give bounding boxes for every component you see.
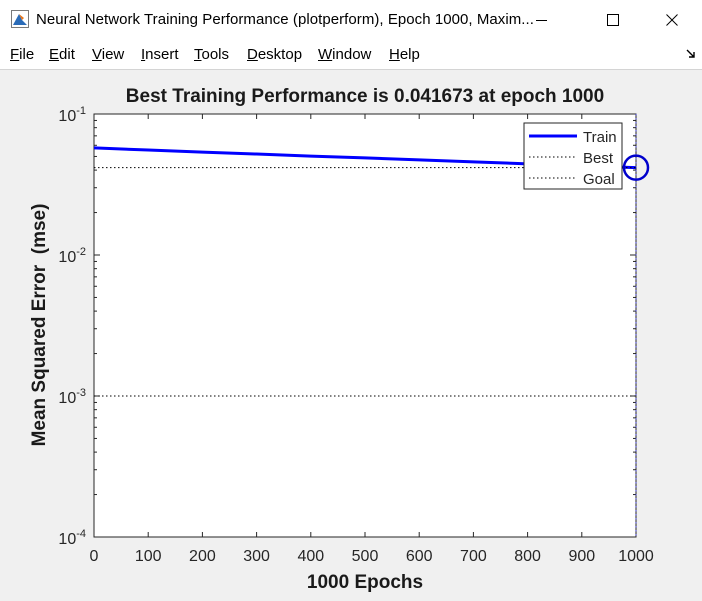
y-tick-label: 10-4 [58,528,86,548]
x-tick-label: 900 [568,548,595,565]
menu-view[interactable]: View [92,46,125,63]
menu-bar: File Edit View Insert Tools Desktop Wind… [0,40,702,70]
menu-insert[interactable]: Insert [141,46,179,63]
window-title: Neural Network Training Performance (plo… [36,11,534,28]
x-tick-label: 600 [406,548,433,565]
menu-help[interactable]: Help [389,46,420,63]
x-tick-label: 200 [189,548,216,565]
menu-file[interactable]: File [10,46,35,63]
x-tick-label: 400 [297,548,324,565]
x-tick-label: 100 [135,548,162,565]
menu-tools[interactable]: Tools [194,46,230,63]
y-tick-exponent: -3 [76,387,86,399]
x-tick-label: 500 [352,548,379,565]
y-tick-exponent: -2 [76,246,86,258]
close-icon [666,14,678,26]
legend-label: Best [583,150,614,167]
x-axis-label: 1000 Epochs [307,572,423,593]
menu-edit[interactable]: Edit [49,46,75,63]
legend-label: Goal [583,171,615,188]
dock-arrow-icon[interactable] [685,48,697,60]
performance-plot: Best Training Performance is 0.041673 at… [29,86,654,593]
menu-window[interactable]: Window [318,46,372,63]
menu-desktop[interactable]: Desktop [247,46,303,63]
y-tick-exponent: -4 [76,528,86,540]
legend-label: Train [583,129,617,146]
minimize-icon [536,20,547,21]
chart-title: Best Training Performance is 0.041673 at… [126,86,604,107]
y-tick-label: 10-2 [58,246,86,266]
y-tick-base: 10 [58,249,76,266]
minimize-button[interactable] [519,0,565,40]
title-bar: Neural Network Training Performance (plo… [0,0,702,40]
maximize-icon [607,14,619,26]
y-tick-exponent: -1 [76,105,86,117]
x-tick-label: 300 [243,548,270,565]
x-tick-label: 1000 [618,548,654,565]
y-tick-label: 10-3 [58,387,86,407]
y-tick-base: 10 [58,531,76,548]
y-tick-base: 10 [58,108,76,125]
x-tick-label: 700 [460,548,487,565]
matlab-figure-icon [11,10,29,28]
figure-area: Best Training Performance is 0.041673 at… [0,71,702,596]
y-tick-base: 10 [58,390,76,407]
x-tick-label: 800 [514,548,541,565]
x-tick-label: 0 [90,548,99,565]
maximize-button[interactable] [590,0,636,40]
best-point-marker [622,154,650,181]
close-button[interactable] [649,0,695,40]
y-axis-label: Mean Squared Error (mse) [29,204,50,447]
y-tick-label: 10-1 [58,105,86,125]
